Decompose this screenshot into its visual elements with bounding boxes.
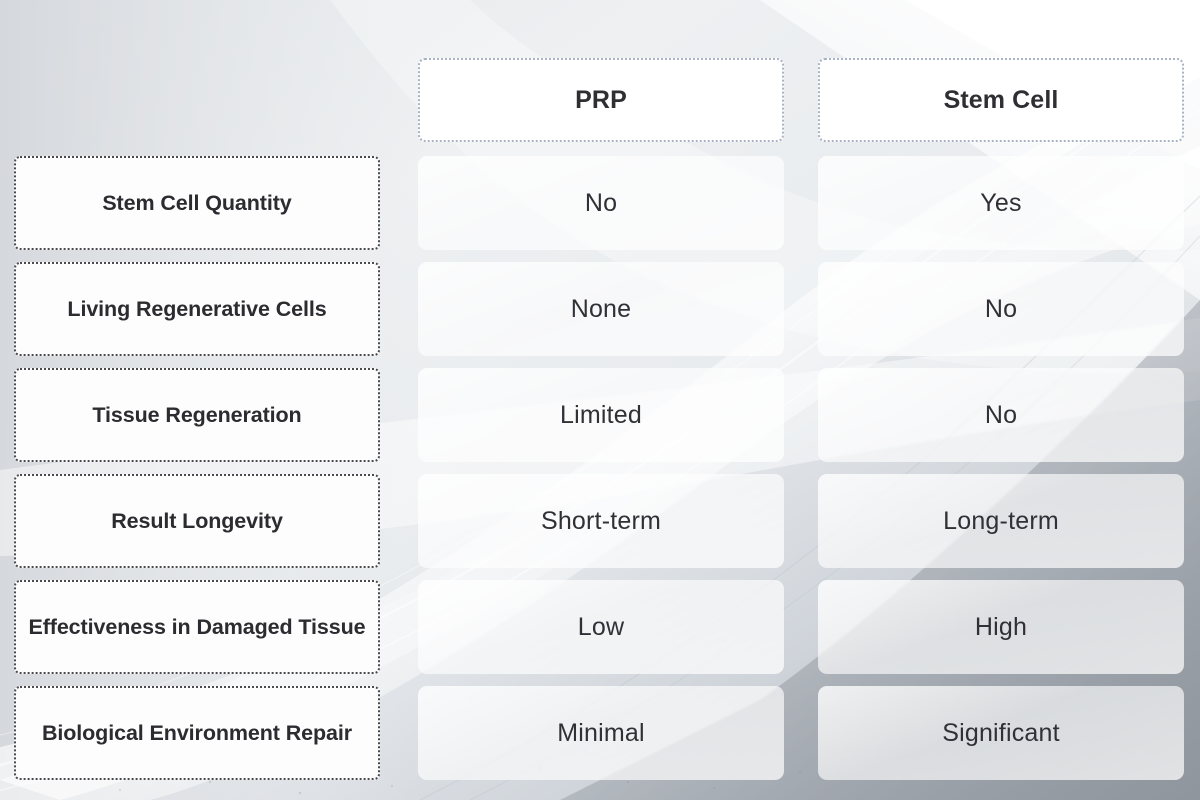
column-header-prp[interactable]: PRP bbox=[418, 58, 784, 142]
row-gap bbox=[0, 780, 1200, 792]
cell-prp-text: Short-term bbox=[540, 506, 662, 535]
gutter bbox=[0, 262, 14, 356]
row-gap bbox=[0, 674, 1200, 686]
column-header-stem-cell-label: Stem Cell bbox=[943, 85, 1059, 114]
cell-prp[interactable]: Limited bbox=[418, 368, 784, 462]
row-label-text: Result Longevity bbox=[111, 508, 283, 533]
cell-stem-cell-text: Significant bbox=[942, 718, 1060, 747]
cell-stem-cell-text: Yes bbox=[980, 188, 1022, 217]
cell-stem-cell-text: Long-term bbox=[943, 506, 1059, 535]
header-gap bbox=[0, 142, 1200, 156]
cell-prp-text: None bbox=[570, 294, 632, 323]
row-label-text: Living Regenerative Cells bbox=[67, 296, 327, 321]
gutter bbox=[1184, 262, 1200, 356]
gutter bbox=[380, 686, 418, 780]
cell-prp-text: Minimal bbox=[557, 718, 645, 747]
gutter bbox=[1184, 580, 1200, 674]
grid-gutter-right bbox=[1184, 58, 1200, 142]
row-label[interactable]: Biological Environment Repair bbox=[14, 686, 380, 780]
gutter bbox=[0, 156, 14, 250]
gutter bbox=[0, 474, 14, 568]
row-label[interactable]: Stem Cell Quantity bbox=[14, 156, 380, 250]
cell-stem-cell[interactable]: No bbox=[818, 368, 1184, 462]
gutter bbox=[784, 156, 818, 250]
row-label[interactable]: Effectiveness in Damaged Tissue bbox=[14, 580, 380, 674]
grid-gutter-b bbox=[784, 58, 818, 142]
row-label-text: Biological Environment Repair bbox=[41, 720, 353, 745]
column-header-prp-label: PRP bbox=[575, 85, 627, 114]
cell-prp[interactable]: Short-term bbox=[418, 474, 784, 568]
table-corner-cell bbox=[14, 58, 380, 142]
cell-stem-cell[interactable]: High bbox=[818, 580, 1184, 674]
row-gap bbox=[0, 250, 1200, 262]
gutter bbox=[0, 580, 14, 674]
cell-prp[interactable]: Low bbox=[418, 580, 784, 674]
gutter bbox=[380, 156, 418, 250]
cell-stem-cell[interactable]: Significant bbox=[818, 686, 1184, 780]
row-label-text: Tissue Regeneration bbox=[92, 402, 302, 427]
cell-prp[interactable]: No bbox=[418, 156, 784, 250]
gutter bbox=[1184, 474, 1200, 568]
row-label-text: Effectiveness in Damaged Tissue bbox=[28, 614, 366, 639]
cell-stem-cell[interactable]: Yes bbox=[818, 156, 1184, 250]
gutter bbox=[784, 368, 818, 462]
cell-stem-cell-text: No bbox=[984, 400, 1018, 429]
gutter bbox=[784, 474, 818, 568]
gutter bbox=[1184, 368, 1200, 462]
cell-prp[interactable]: Minimal bbox=[418, 686, 784, 780]
gutter bbox=[784, 686, 818, 780]
row-gap bbox=[0, 462, 1200, 474]
grid-gutter-a bbox=[380, 58, 418, 142]
cell-stem-cell-text: High bbox=[974, 612, 1028, 641]
gutter bbox=[380, 368, 418, 462]
row-gap bbox=[0, 356, 1200, 368]
gutter bbox=[1184, 686, 1200, 780]
top-spacer bbox=[0, 0, 1200, 58]
row-label[interactable]: Tissue Regeneration bbox=[14, 368, 380, 462]
cell-stem-cell-text: No bbox=[984, 294, 1018, 323]
gutter bbox=[784, 580, 818, 674]
gutter bbox=[0, 368, 14, 462]
grid-gutter-left bbox=[0, 58, 14, 142]
row-gap bbox=[0, 568, 1200, 580]
column-header-stem-cell[interactable]: Stem Cell bbox=[818, 58, 1184, 142]
gutter bbox=[380, 580, 418, 674]
cell-stem-cell[interactable]: Long-term bbox=[818, 474, 1184, 568]
gutter bbox=[784, 262, 818, 356]
cell-stem-cell[interactable]: No bbox=[818, 262, 1184, 356]
row-label-text: Stem Cell Quantity bbox=[102, 190, 292, 215]
gutter bbox=[0, 686, 14, 780]
cell-prp[interactable]: None bbox=[418, 262, 784, 356]
cell-prp-text: Low bbox=[577, 612, 625, 641]
gutter bbox=[380, 262, 418, 356]
gutter bbox=[1184, 156, 1200, 250]
cell-prp-text: Limited bbox=[560, 400, 642, 429]
row-label[interactable]: Result Longevity bbox=[14, 474, 380, 568]
cell-prp-text: No bbox=[584, 188, 618, 217]
gutter bbox=[380, 474, 418, 568]
row-label[interactable]: Living Regenerative Cells bbox=[14, 262, 380, 356]
